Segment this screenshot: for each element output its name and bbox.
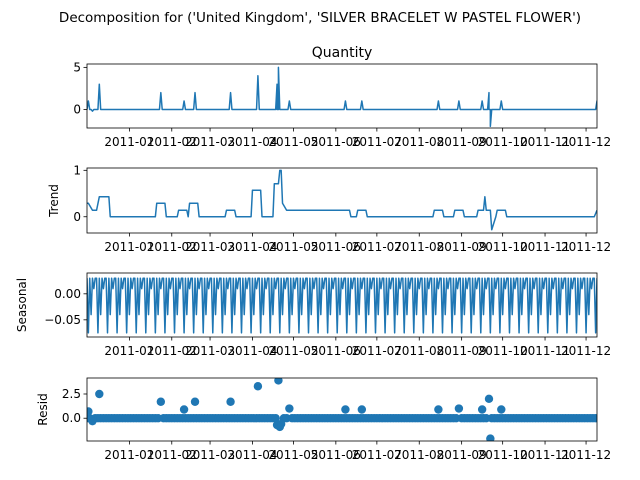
resid-point <box>357 405 367 414</box>
x-tick-label: 2011-01 <box>104 240 154 254</box>
x-tick-label: 2011-06 <box>311 135 361 149</box>
resid-point <box>271 414 280 423</box>
x-tick-label: 2011-01 <box>104 448 154 462</box>
x-tick-label: 2011-08 <box>394 240 444 254</box>
y-tick-label: 1 <box>73 163 81 177</box>
x-tick-label: 2011-05 <box>268 240 318 254</box>
plot-area-seasonal <box>87 277 597 334</box>
x-tick-label: 2011-05 <box>268 344 318 358</box>
x-tick-label: 2011-08 <box>394 448 444 462</box>
axes-frame-trend <box>86 167 598 234</box>
panel-trend: 012011-012011-022011-032011-042011-05201… <box>47 163 611 254</box>
panel-title: Quantity <box>312 45 373 61</box>
x-tick-label: 2011-04 <box>227 448 277 462</box>
y-tick-label: 0.0 <box>62 411 81 425</box>
x-tick-label: 2011-11 <box>520 240 570 254</box>
x-tick-label: 2011-02 <box>147 135 197 149</box>
x-tick-label: 2011-09 <box>437 135 487 149</box>
resid-point <box>486 434 495 441</box>
x-tick-label: 2011-10 <box>478 135 528 149</box>
resid-point <box>226 397 235 406</box>
y-axis-label: Seasonal <box>15 278 29 332</box>
x-tick-label: 2011-10 <box>478 344 528 358</box>
x-tick-label: 2011-08 <box>394 135 444 149</box>
x-tick-label: 2011-04 <box>227 344 277 358</box>
resid-point <box>156 397 166 406</box>
panel-resid: 0.02.52011-012011-022011-032011-042011-0… <box>36 377 611 462</box>
x-tick-label: 2011-10 <box>478 448 528 462</box>
plot-area-trend <box>87 169 597 231</box>
x-tick-label: 2011-07 <box>352 448 402 462</box>
resid-point <box>274 378 283 385</box>
resid-point <box>190 397 200 406</box>
x-tick-label: 2011-12 <box>561 344 611 358</box>
y-tick-label: 0.00 <box>54 287 81 301</box>
axes-frame-seasonal <box>86 272 598 338</box>
quantity-series-line <box>87 66 597 128</box>
axes-frame-quantity <box>86 63 598 129</box>
x-tick-label: 2011-04 <box>227 135 277 149</box>
y-axis-label: Trend <box>47 184 61 218</box>
resid-point <box>253 382 263 391</box>
x-tick-label: 2011-11 <box>520 135 570 149</box>
x-tick-label: 2011-01 <box>104 344 154 358</box>
x-tick-label: 2011-10 <box>478 240 528 254</box>
y-axis-label: Resid <box>36 393 50 425</box>
resid-point <box>179 405 189 414</box>
figure-suptitle: Decomposition for ('United Kingdom', 'SI… <box>59 10 581 26</box>
plot-area-resid <box>87 378 597 441</box>
resid-point <box>95 389 104 399</box>
x-tick-label: 2011-12 <box>561 240 611 254</box>
resid-point <box>454 404 464 413</box>
x-tick-label: 2011-06 <box>311 344 361 358</box>
x-tick-label: 2011-12 <box>561 135 611 149</box>
x-tick-label: 2011-03 <box>185 135 235 149</box>
resid-point <box>285 404 294 413</box>
x-tick-label: 2011-07 <box>352 240 402 254</box>
axes-frame-resid <box>86 377 598 442</box>
resid-point <box>484 394 494 404</box>
x-tick-label: 2011-08 <box>394 344 444 358</box>
resid-point <box>341 405 350 414</box>
resid-point <box>434 405 443 414</box>
panel-seasonal: 0.00−0.052011-012011-022011-032011-04201… <box>15 272 611 358</box>
y-tick-label: 0 <box>73 210 81 224</box>
x-tick-label: 2011-06 <box>311 240 361 254</box>
resid-point <box>497 405 506 414</box>
x-tick-label: 2011-11 <box>520 448 570 462</box>
x-tick-label: 2011-05 <box>268 135 318 149</box>
x-tick-label: 2011-03 <box>185 240 235 254</box>
x-tick-label: 2011-05 <box>268 448 318 462</box>
x-tick-label: 2011-09 <box>437 448 487 462</box>
x-tick-label: 2011-03 <box>185 448 235 462</box>
x-tick-label: 2011-03 <box>185 344 235 358</box>
x-tick-label: 2011-09 <box>437 240 487 254</box>
x-tick-label: 2011-02 <box>147 448 197 462</box>
x-tick-label: 2011-06 <box>311 448 361 462</box>
x-tick-label: 2011-11 <box>520 344 570 358</box>
x-tick-label: 2011-02 <box>147 240 197 254</box>
plot-area-quantity <box>87 66 597 128</box>
x-tick-label: 2011-02 <box>147 344 197 358</box>
resid-point <box>477 405 487 414</box>
resid-point <box>591 414 597 423</box>
y-tick-label: 5 <box>73 60 81 74</box>
resid-point <box>276 419 286 429</box>
resid-point <box>87 407 93 416</box>
panel-quantity: 052011-012011-022011-032011-042011-05201… <box>73 45 611 149</box>
x-tick-label: 2011-04 <box>227 240 277 254</box>
x-tick-label: 2011-07 <box>352 135 402 149</box>
x-tick-label: 2011-07 <box>352 344 402 358</box>
trend-series-line <box>87 169 597 231</box>
seasonal-series-line <box>87 277 597 334</box>
x-tick-label: 2011-09 <box>437 344 487 358</box>
y-tick-label: −0.05 <box>44 313 81 327</box>
x-tick-label: 2011-01 <box>104 135 154 149</box>
y-tick-label: 2.5 <box>62 387 81 401</box>
resid-point <box>88 416 97 426</box>
x-tick-label: 2011-12 <box>561 448 611 462</box>
y-tick-label: 0 <box>73 102 81 116</box>
